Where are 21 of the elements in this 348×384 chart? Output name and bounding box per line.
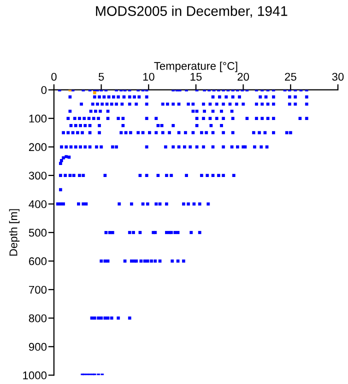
chart-title: MODS2005 in December, 1941 bbox=[96, 6, 288, 18]
y-tick-label: 500 bbox=[28, 228, 47, 237]
y-tick-label: 800 bbox=[28, 314, 47, 322]
y-tick-label: 0 bbox=[41, 86, 47, 94]
y-tick-label: 900 bbox=[28, 342, 47, 351]
x-tick-label: 15 bbox=[190, 72, 202, 81]
y-tick-label: 100 bbox=[29, 114, 47, 123]
x-tick-label: 5 bbox=[98, 72, 104, 81]
y-axis-title: Depth [m] bbox=[9, 209, 20, 256]
y-tick-label: 400 bbox=[28, 200, 47, 208]
x-tick-label: 20 bbox=[238, 72, 249, 81]
y-tick-label: 300 bbox=[28, 172, 47, 180]
x-tick-label: 10 bbox=[143, 72, 154, 81]
y-tick-label: 200 bbox=[29, 143, 47, 152]
y-tick-label: 700 bbox=[29, 286, 47, 294]
y-tick-label: 600 bbox=[29, 257, 47, 266]
x-axis-title: Temperature [°C] bbox=[154, 62, 238, 72]
x-tick-label: 0 bbox=[51, 72, 57, 81]
x-tick-label: 25 bbox=[284, 72, 296, 81]
x-tick-label: 30 bbox=[332, 72, 344, 81]
y-tick-label: 1000 bbox=[23, 371, 47, 380]
